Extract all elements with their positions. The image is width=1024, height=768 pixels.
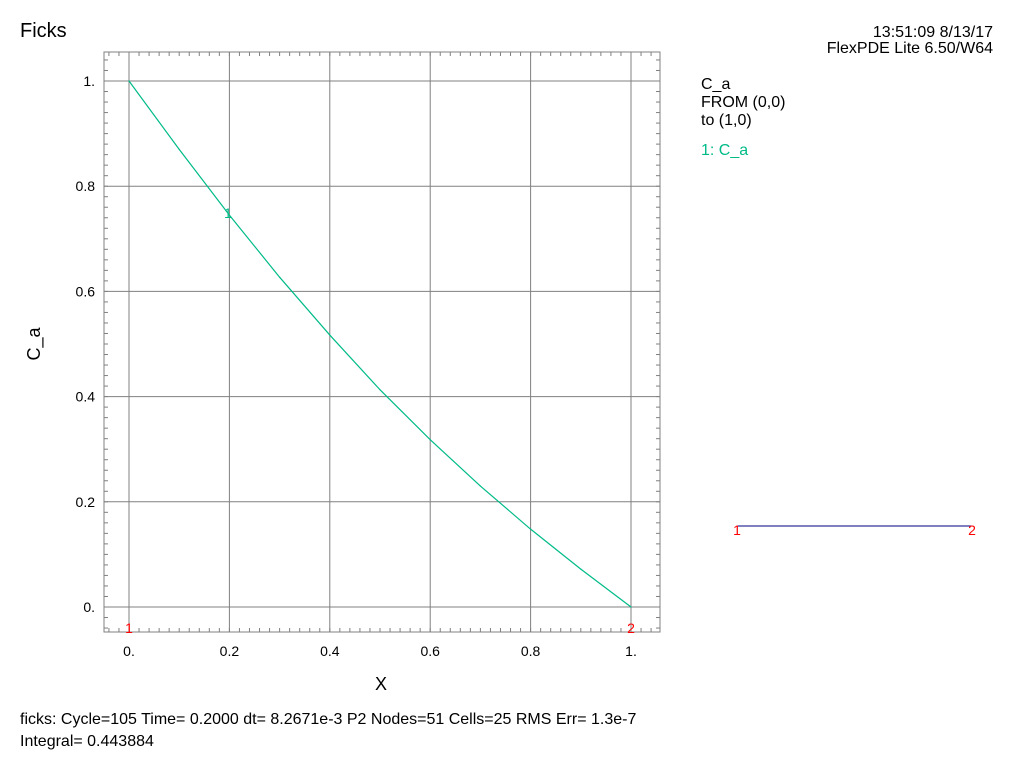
y-tick-label: 0.2 [76, 494, 96, 510]
timestamp: 13:51:09 8/13/17 [872, 24, 993, 41]
version-label: FlexPDE Lite 6.50/W64 [826, 40, 993, 57]
grid [104, 52, 660, 632]
endpoint-label: 2 [627, 620, 635, 636]
series [128, 80, 632, 608]
x-tick-label: 1. [625, 643, 637, 659]
data-point [580, 568, 582, 570]
y-tick-label: 0.8 [76, 178, 96, 194]
data-point [228, 214, 230, 216]
legend: C_a FROM (0,0) to (1,0) 1: C_a [701, 76, 785, 160]
y-tick-label: 0.6 [76, 283, 96, 299]
labels: 0. 0.2 0.4 0.6 0.8 1. 0. 0.2 0.4 0.6 0.8 1. X C_a 1 1 2 [24, 73, 637, 694]
y-tick-label: 0.4 [76, 389, 96, 405]
data-point [379, 389, 381, 391]
curve-label: 1 [224, 205, 232, 221]
y-axis-label: C_a [24, 327, 45, 361]
data-point [479, 485, 481, 487]
x-tick-label: 0.2 [220, 643, 240, 659]
endpoint-label: 1 [125, 620, 133, 636]
status-line: ficks: Cycle=105 Time= 0.2000 dt= 8.2671… [20, 711, 637, 728]
plot-frame [103, 51, 661, 633]
x-tick-label: 0.4 [320, 643, 340, 659]
legend-entry: 1: C_a [701, 142, 749, 159]
legend-to: to (1,0) [701, 112, 752, 129]
legend-from: FROM (0,0) [701, 94, 786, 111]
x-tick-label: 0. [123, 643, 135, 659]
data-point [530, 528, 532, 530]
data-point [178, 148, 180, 150]
data-point [329, 334, 331, 336]
y-tick-label: 1. [83, 73, 95, 89]
x-tick-label: 0.6 [420, 643, 440, 659]
y-tick-label: 0. [83, 599, 95, 615]
data-point [429, 439, 431, 441]
data-point [128, 80, 130, 82]
x-axis-label: X [375, 674, 387, 694]
axes [103, 51, 661, 633]
x-tick-label: 0.8 [521, 643, 541, 659]
data-point [279, 276, 281, 278]
series-line [128, 80, 632, 608]
path-end-label: 2 [968, 522, 976, 538]
data-point [630, 606, 632, 608]
plot-title: Ficks [20, 20, 67, 42]
legend-variable: C_a [701, 76, 731, 93]
path-start-label: 1 [733, 522, 741, 538]
integral-line: Integral= 0.443884 [20, 733, 154, 750]
